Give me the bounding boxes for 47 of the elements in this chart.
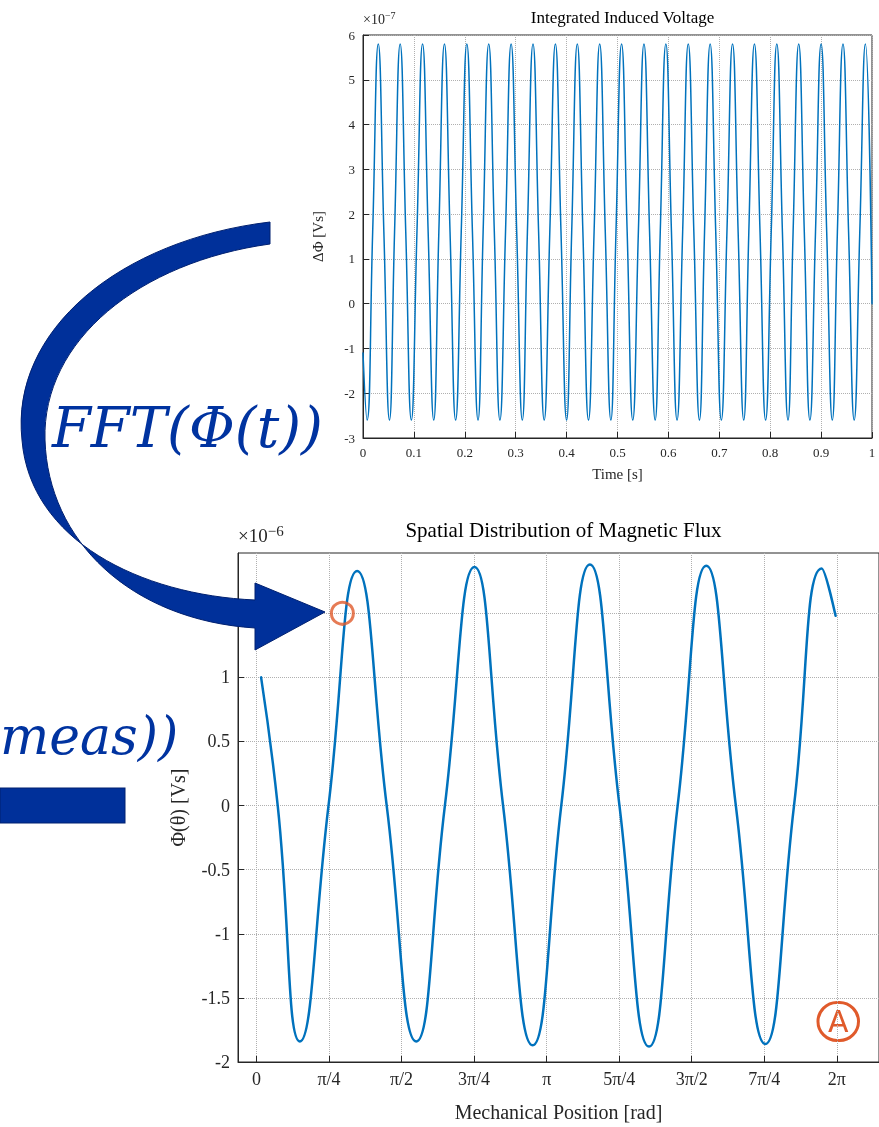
y-tick-label: -2 [344,385,355,401]
x-tick-label: 5π/4 [603,1069,636,1089]
y-tick-label: 3 [348,161,355,177]
x-tick-label: 7π/4 [748,1069,781,1089]
y-tick-label: -1 [344,340,355,356]
x-axis-title: Time [s] [592,465,643,482]
x-tick-label: π [542,1069,552,1089]
x-tick-label: 0.9 [812,445,830,460]
y-tick-label: -1.5 [201,987,230,1008]
x-tick-label: 0.3 [507,445,524,460]
annotation: A [827,1004,849,1039]
y-tick-label: 5 [348,72,355,88]
x-axis-title: Mechanical Position [rad] [454,1101,663,1123]
text: meas)) [0,705,179,768]
x-tick-label: 0 [359,445,367,460]
x-tick-label: 0.1 [405,445,423,460]
y-tick-label: 0 [348,296,355,312]
x-tick-label: 0.7 [711,445,728,460]
x-tick-label: 0.2 [456,445,473,460]
x-tick-label: π/4 [317,1069,341,1089]
y-axis-title: ΔΦ [Vs] [309,210,326,263]
y-tick-label: 4 [348,117,356,133]
x-tick-label: 0.5 [609,445,626,460]
chart-title: Spatial Distribution of Magnetic Flux [405,517,723,542]
y-axis-title: Φ(θ) [Vs] [167,768,190,847]
y-tick-label: 6 [348,27,356,43]
line-series [362,43,873,421]
x-tick-label: 0.4 [558,445,576,460]
y-tick-label: -3 [344,430,355,446]
y-tick-label: 2 [348,206,355,222]
y-tick-label: -0.5 [201,859,230,880]
x-tick-label: π/2 [390,1069,414,1089]
x-tick-label: 2π [827,1069,846,1089]
y-tick-label: 1 [221,667,230,688]
x-tick-label: 1 [868,445,876,460]
x-tick-label: 3π/2 [675,1069,708,1089]
y-tick-label: -1 [215,923,230,944]
chart-title: Integrated Induced Voltage [530,8,715,27]
y-tick-label: -2 [215,1052,230,1072]
x-tick-label: 0 [251,1069,261,1089]
y-tick-label: 0.5 [207,731,230,752]
y-tick-label: 0 [221,795,230,816]
x-tick-label: 3π/4 [458,1069,491,1089]
text: FFT(Φ(t)) [52,394,323,462]
x-tick-label: 0.8 [762,445,779,460]
y-tick-label: 1 [348,251,355,267]
x-tick-label: 0.6 [660,445,678,460]
